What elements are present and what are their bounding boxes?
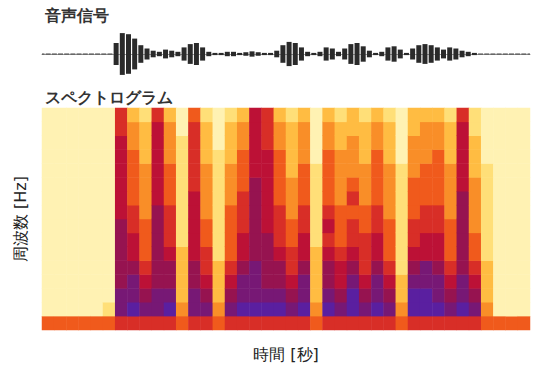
svg-text:スペクトログラム: スペクトログラム xyxy=(45,88,173,107)
svg-text:音声信号: 音声信号 xyxy=(44,6,109,25)
svg-text:時間 [秒]: 時間 [秒] xyxy=(253,345,319,364)
svg-text:周波数 [Hz]: 周波数 [Hz] xyxy=(11,176,30,262)
